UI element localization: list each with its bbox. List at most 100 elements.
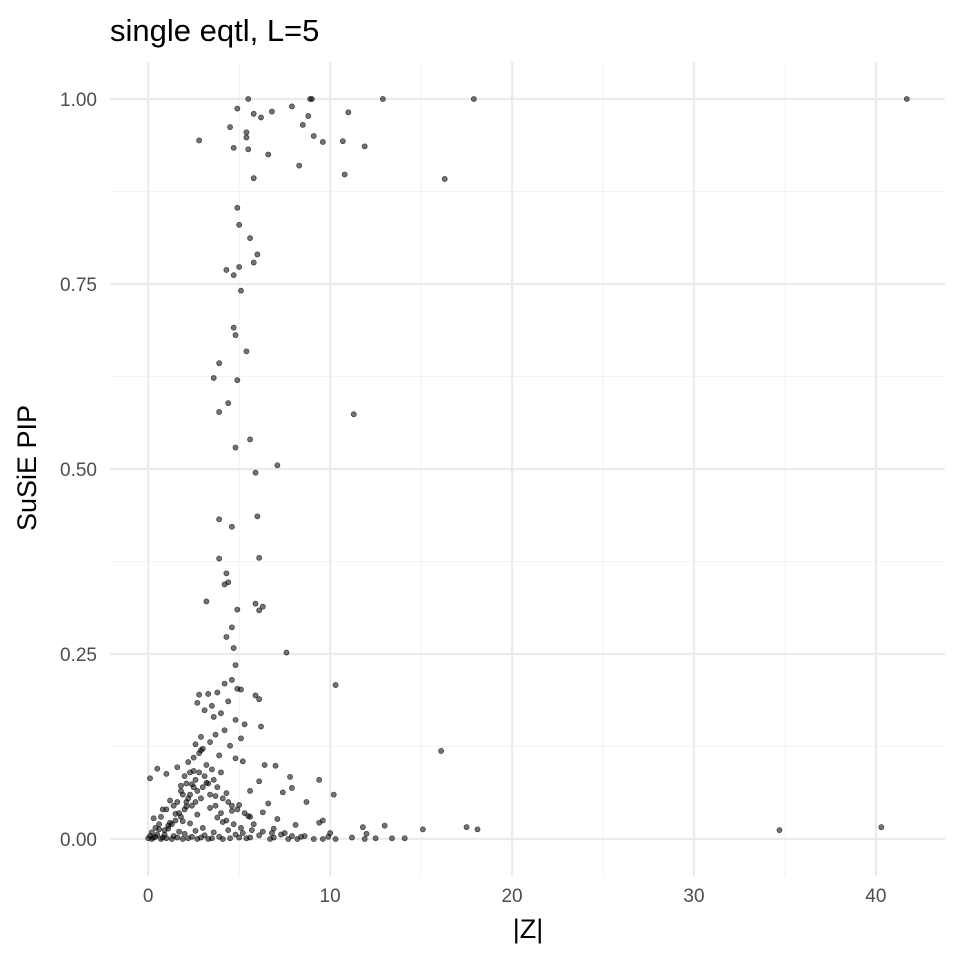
data-point xyxy=(210,829,217,836)
data-point xyxy=(272,762,279,769)
data-point xyxy=(250,110,257,117)
data-point xyxy=(218,769,224,776)
x-tick-label: 30 xyxy=(683,886,704,907)
data-point xyxy=(216,752,223,759)
data-point xyxy=(216,555,223,562)
data-point xyxy=(228,802,235,809)
data-point xyxy=(199,784,206,791)
data-point xyxy=(232,444,239,451)
data-point xyxy=(256,554,263,561)
data-point xyxy=(319,139,326,145)
data-point xyxy=(150,815,157,822)
data-point xyxy=(241,810,248,816)
data-point xyxy=(230,645,237,651)
data-point xyxy=(181,773,188,779)
data-point xyxy=(259,809,266,816)
data-point xyxy=(176,810,183,816)
data-point xyxy=(234,806,241,813)
data-point xyxy=(256,607,263,614)
data-point xyxy=(185,835,192,842)
data-point xyxy=(214,784,221,791)
data-point xyxy=(174,764,181,771)
data-point xyxy=(198,795,204,802)
data-point xyxy=(174,834,181,841)
grid-lines xyxy=(110,62,945,876)
data-point xyxy=(181,806,188,813)
data-point xyxy=(154,831,161,838)
data-point xyxy=(256,696,263,703)
data-point xyxy=(236,221,243,228)
data-point xyxy=(247,235,253,242)
data-point xyxy=(230,272,237,279)
data-point xyxy=(463,824,470,831)
data-point xyxy=(230,324,237,331)
data-point xyxy=(156,821,163,828)
data-point xyxy=(248,827,255,834)
data-point xyxy=(298,833,304,840)
data-point xyxy=(208,702,215,709)
data-point xyxy=(207,791,213,798)
data-point xyxy=(243,348,250,355)
data-point xyxy=(245,96,252,102)
y-axis-label: SuSiE PIP xyxy=(12,405,42,531)
data-point xyxy=(243,129,250,136)
data-point xyxy=(310,133,317,139)
x-tick-labels: 0 10 20 30 40 xyxy=(143,886,887,907)
x-tick-label: 20 xyxy=(501,886,522,907)
data-point xyxy=(219,795,226,802)
data-point xyxy=(274,816,281,822)
data-point xyxy=(208,835,215,842)
data-point xyxy=(245,146,252,153)
data-point xyxy=(207,805,213,811)
data-point xyxy=(187,769,193,776)
data-point xyxy=(252,692,259,699)
data-point xyxy=(250,821,257,828)
data-point xyxy=(172,817,179,824)
data-point xyxy=(216,409,223,415)
data-point xyxy=(188,802,195,809)
data-point xyxy=(238,686,244,693)
data-point xyxy=(345,109,352,116)
data-point xyxy=(192,799,199,805)
data-point xyxy=(163,835,170,842)
data-point xyxy=(163,806,170,813)
data-point xyxy=(163,770,170,777)
data-point xyxy=(212,793,219,799)
data-point xyxy=(283,649,290,656)
data-point xyxy=(210,714,217,720)
data-point xyxy=(147,775,153,782)
data-point xyxy=(254,251,261,258)
data-point xyxy=(289,785,295,791)
data-point xyxy=(225,698,232,705)
data-point xyxy=(179,836,186,842)
x-axis-label: |Z| xyxy=(513,914,544,944)
data-point xyxy=(214,814,221,821)
data-point xyxy=(216,360,223,367)
data-point xyxy=(236,834,243,841)
data-point xyxy=(201,707,208,714)
data-point xyxy=(903,96,910,102)
data-point xyxy=(225,799,232,805)
data-point xyxy=(250,259,257,266)
data-point xyxy=(216,833,223,840)
data-point xyxy=(227,835,233,842)
data-point xyxy=(243,835,250,842)
data-point xyxy=(214,689,221,696)
data-point xyxy=(303,799,310,805)
data-point xyxy=(319,836,326,842)
data-point xyxy=(470,96,477,102)
data-point xyxy=(278,831,284,838)
data-point xyxy=(221,581,228,588)
data-point xyxy=(210,776,217,783)
data-point xyxy=(190,754,197,761)
data-point xyxy=(223,267,230,273)
data-point xyxy=(265,151,272,158)
y-tick-label: 0.75 xyxy=(60,275,97,296)
data-point xyxy=(210,375,217,381)
data-point xyxy=(238,825,244,831)
data-point xyxy=(307,96,314,102)
data-point xyxy=(218,810,224,816)
data-point xyxy=(225,400,232,407)
data-point xyxy=(256,778,263,785)
